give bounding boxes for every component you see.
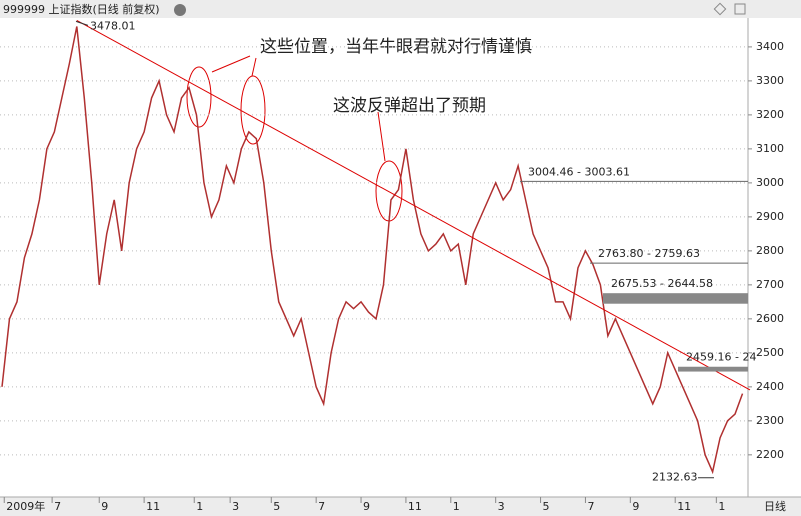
trend-line — [76, 19, 751, 391]
x-tick-label: 9 — [632, 500, 639, 513]
level-label: 2675.53 - 2644.58 — [611, 277, 713, 290]
y-tick-label: 3100 — [756, 142, 784, 155]
level-label: 3004.46 - 3003.61 — [528, 165, 630, 178]
chart-title: 999999 上证指数(日线 前复权) — [3, 2, 160, 16]
header-bar — [0, 0, 801, 18]
x-tick-label: 9 — [101, 500, 108, 513]
footer-bar — [0, 497, 801, 516]
y-tick-label: 2600 — [756, 312, 784, 325]
x-tick-label: 1 — [453, 500, 460, 513]
title-menu[interactable] — [174, 4, 186, 16]
x-tick-label: 9 — [363, 500, 370, 513]
x-tick-label: 11 — [677, 500, 691, 513]
x-tick-label: 7 — [318, 500, 325, 513]
y-tick-label: 2800 — [756, 244, 784, 257]
x-tick-label: 3 — [498, 500, 505, 513]
y-tick-label: 3300 — [756, 74, 784, 87]
y-tick-label: 3200 — [756, 108, 784, 121]
peak-label: 3478.01 — [90, 19, 136, 32]
x-tick-label: 5 — [273, 500, 280, 513]
pointer-line — [211, 55, 251, 73]
x-tick-label: 1 — [718, 500, 725, 513]
x-tick-label: 5 — [543, 500, 550, 513]
highlight-circle — [186, 66, 212, 128]
pointer-line — [251, 57, 257, 77]
y-tick-label: 2500 — [756, 346, 784, 359]
x-tick-label: 7 — [587, 500, 594, 513]
peak-arrow — [75, 20, 89, 26]
highlight-circle — [240, 75, 266, 145]
x-tick-label: 3 — [232, 500, 239, 513]
trough-label: 2132.63 — [652, 471, 698, 484]
toolbar-icon[interactable] — [713, 2, 727, 16]
x-tick-label: 7 — [54, 500, 61, 513]
x-tick-label: 11 — [146, 500, 160, 513]
period-label: 日线 — [764, 499, 786, 513]
level-band — [678, 366, 748, 372]
pointer-line — [377, 111, 386, 162]
y-tick-label: 2900 — [756, 210, 784, 223]
level-band — [603, 293, 748, 304]
y-tick-label: 3000 — [756, 176, 784, 189]
x-tick-label: 2009年 — [6, 499, 45, 513]
toolbar-icon[interactable] — [734, 3, 746, 15]
y-tick-label: 2400 — [756, 380, 784, 393]
x-tick-label: 1 — [196, 500, 203, 513]
level-label: 2459.16 - 24 — [686, 351, 756, 364]
annotation: 这波反弹超出了预期 — [333, 96, 486, 116]
y-tick-label: 2700 — [756, 278, 784, 291]
level-label: 2763.80 - 2759.63 — [598, 247, 700, 260]
y-tick-label: 2300 — [756, 414, 784, 427]
x-tick-label: 11 — [408, 500, 422, 513]
price-line — [1, 26, 744, 475]
y-tick-label: 2200 — [756, 448, 784, 461]
y-tick-label: 3400 — [756, 40, 784, 53]
